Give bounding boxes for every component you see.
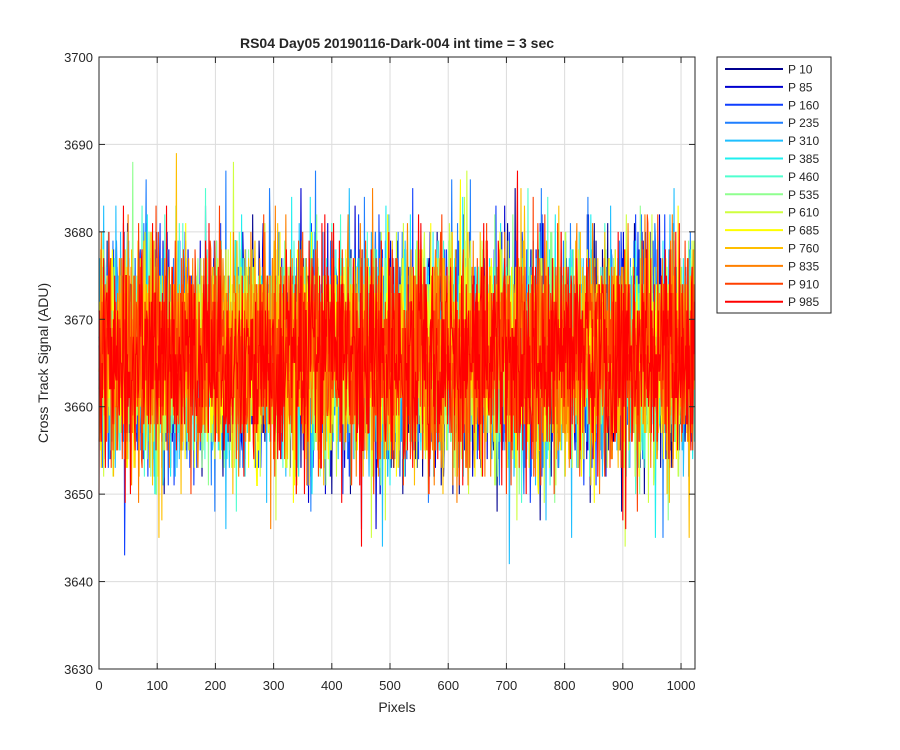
legend-box <box>716 56 832 314</box>
series-lines <box>98 153 695 565</box>
x-tick-label: 1000 <box>667 678 696 693</box>
y-tick-labels: 3630 3640 3650 3660 3670 3680 3690 3700 <box>64 50 93 677</box>
x-tick-labels: 0 100 200 300 400 500 600 700 800 900 1000 <box>95 678 695 693</box>
x-tick-label: 700 <box>496 678 518 693</box>
x-tick-label: 900 <box>612 678 634 693</box>
y-tick-label: 3640 <box>64 575 93 590</box>
x-tick-label: 200 <box>205 678 227 693</box>
x-axis-label: Pixels <box>378 699 415 715</box>
legend-label: P 760 <box>788 242 819 256</box>
legend: P 10 P 85 P 160 P 235 P 310 P 385 P 460 P 535 P … <box>716 56 832 314</box>
legend-label: P 610 <box>788 206 819 220</box>
legend-label: P 160 <box>788 98 819 112</box>
x-tick-label: 500 <box>379 678 401 693</box>
legend-label: P 910 <box>788 277 819 291</box>
x-tick-label: 600 <box>437 678 459 693</box>
legend-label: P 535 <box>788 188 819 202</box>
y-tick-label: 3660 <box>64 400 93 415</box>
legend-label: P 460 <box>788 170 819 184</box>
plot-frame <box>98 56 696 670</box>
y-axis-label: Cross Track Signal (ADU) <box>35 283 51 443</box>
series-line-p-985 <box>98 170 695 547</box>
x-tick-label: 0 <box>95 678 102 693</box>
x-tick-label: 800 <box>554 678 576 693</box>
legend-label: P 85 <box>788 80 813 94</box>
x-tick-label: 100 <box>146 678 168 693</box>
legend-label: P 685 <box>788 224 819 238</box>
y-tick-label: 3630 <box>64 662 93 677</box>
x-tick-label: 300 <box>263 678 285 693</box>
chart-title: RS04 Day05 20190116-Dark-004 int time = … <box>240 35 554 51</box>
y-tick-label: 3650 <box>64 487 93 502</box>
legend-label: P 310 <box>788 134 819 148</box>
legend-label: P 385 <box>788 152 819 166</box>
axis-ticks <box>98 56 695 670</box>
y-tick-label: 3680 <box>64 225 93 240</box>
y-tick-label: 3700 <box>64 50 93 65</box>
legend-items: P 10 P 85 P 160 P 235 P 310 P 385 P 460 P 535 P … <box>725 63 819 309</box>
y-tick-label: 3690 <box>64 137 93 152</box>
legend-label: P 985 <box>788 295 819 309</box>
legend-label: P 235 <box>788 116 819 130</box>
legend-label: P 10 <box>788 63 813 77</box>
legend-label: P 835 <box>788 259 819 273</box>
plot-area <box>98 56 696 670</box>
series-line-p-910 <box>98 196 695 512</box>
y-tick-label: 3670 <box>64 312 93 327</box>
x-tick-label: 400 <box>321 678 343 693</box>
